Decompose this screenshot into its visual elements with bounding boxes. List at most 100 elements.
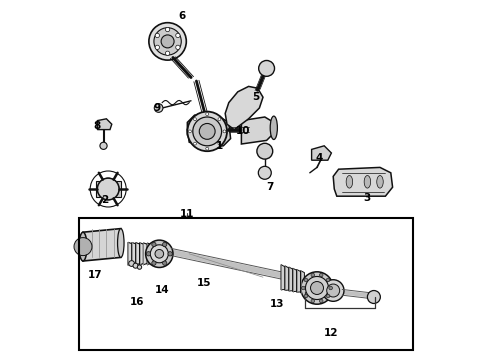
- Polygon shape: [281, 265, 285, 290]
- Text: 14: 14: [155, 285, 170, 295]
- Text: 15: 15: [196, 278, 211, 288]
- Circle shape: [137, 265, 142, 269]
- Circle shape: [154, 104, 163, 112]
- Circle shape: [166, 51, 170, 55]
- Text: 2: 2: [101, 195, 108, 205]
- Circle shape: [301, 272, 333, 304]
- Circle shape: [311, 273, 315, 277]
- Circle shape: [154, 28, 181, 55]
- Circle shape: [161, 35, 174, 48]
- Text: 16: 16: [130, 297, 144, 307]
- Circle shape: [152, 261, 156, 265]
- Polygon shape: [98, 119, 112, 130]
- Circle shape: [257, 143, 273, 159]
- Circle shape: [218, 142, 221, 145]
- Circle shape: [155, 45, 159, 50]
- Text: 4: 4: [315, 153, 322, 163]
- Polygon shape: [144, 243, 147, 265]
- Circle shape: [149, 23, 186, 60]
- Circle shape: [152, 242, 156, 247]
- Circle shape: [168, 252, 172, 256]
- Bar: [79, 218, 414, 350]
- Circle shape: [150, 245, 169, 263]
- Circle shape: [223, 130, 226, 133]
- Circle shape: [194, 142, 196, 145]
- Circle shape: [199, 123, 215, 139]
- Bar: [79, 218, 414, 350]
- Text: 7: 7: [267, 182, 274, 192]
- Circle shape: [305, 276, 328, 300]
- Circle shape: [326, 278, 330, 282]
- Circle shape: [163, 242, 167, 247]
- Circle shape: [189, 130, 192, 133]
- Ellipse shape: [118, 229, 124, 257]
- Polygon shape: [132, 242, 136, 265]
- Ellipse shape: [364, 175, 370, 188]
- Circle shape: [304, 294, 308, 298]
- Circle shape: [194, 118, 196, 121]
- Polygon shape: [136, 243, 140, 265]
- Circle shape: [74, 238, 92, 256]
- Circle shape: [327, 284, 340, 297]
- Circle shape: [155, 33, 159, 38]
- Circle shape: [258, 166, 271, 179]
- Text: 1: 1: [216, 141, 223, 151]
- Circle shape: [206, 113, 209, 116]
- Polygon shape: [312, 146, 331, 160]
- Circle shape: [326, 294, 330, 298]
- Circle shape: [176, 33, 180, 38]
- Circle shape: [319, 299, 323, 303]
- Text: 17: 17: [88, 270, 103, 280]
- Circle shape: [187, 112, 227, 151]
- Circle shape: [155, 249, 164, 258]
- Polygon shape: [300, 271, 304, 293]
- Circle shape: [311, 299, 315, 303]
- Text: 12: 12: [324, 328, 339, 338]
- Polygon shape: [151, 243, 155, 264]
- Circle shape: [319, 273, 323, 277]
- Polygon shape: [128, 242, 132, 265]
- Text: 5: 5: [252, 92, 259, 102]
- Polygon shape: [289, 267, 293, 291]
- Circle shape: [322, 280, 344, 301]
- Text: 13: 13: [270, 299, 285, 309]
- Bar: [96, 181, 121, 197]
- Polygon shape: [147, 243, 151, 265]
- Text: 10: 10: [236, 126, 250, 136]
- Circle shape: [311, 282, 323, 294]
- Text: 11: 11: [180, 209, 195, 219]
- Circle shape: [193, 117, 221, 146]
- Ellipse shape: [346, 175, 353, 188]
- Polygon shape: [83, 229, 121, 261]
- Circle shape: [100, 142, 107, 149]
- Circle shape: [146, 240, 173, 267]
- Circle shape: [98, 178, 119, 200]
- Polygon shape: [225, 86, 263, 130]
- Circle shape: [147, 252, 151, 256]
- Polygon shape: [242, 117, 274, 144]
- Circle shape: [98, 178, 119, 200]
- Text: 6: 6: [178, 11, 186, 21]
- Polygon shape: [187, 115, 213, 140]
- Text: 3: 3: [364, 193, 371, 203]
- Circle shape: [133, 263, 138, 268]
- Polygon shape: [285, 266, 289, 291]
- Polygon shape: [187, 115, 231, 148]
- Polygon shape: [333, 167, 392, 196]
- Circle shape: [301, 286, 305, 290]
- Ellipse shape: [270, 116, 277, 140]
- Circle shape: [329, 286, 333, 290]
- Ellipse shape: [79, 232, 87, 261]
- Polygon shape: [293, 268, 296, 292]
- Text: 8: 8: [94, 121, 101, 131]
- Polygon shape: [140, 243, 144, 265]
- Ellipse shape: [377, 175, 383, 188]
- Circle shape: [163, 261, 167, 265]
- Circle shape: [166, 27, 170, 32]
- Circle shape: [368, 291, 380, 303]
- Circle shape: [206, 147, 209, 150]
- Polygon shape: [296, 269, 300, 292]
- Circle shape: [129, 261, 134, 266]
- Circle shape: [218, 118, 221, 121]
- Circle shape: [176, 45, 180, 50]
